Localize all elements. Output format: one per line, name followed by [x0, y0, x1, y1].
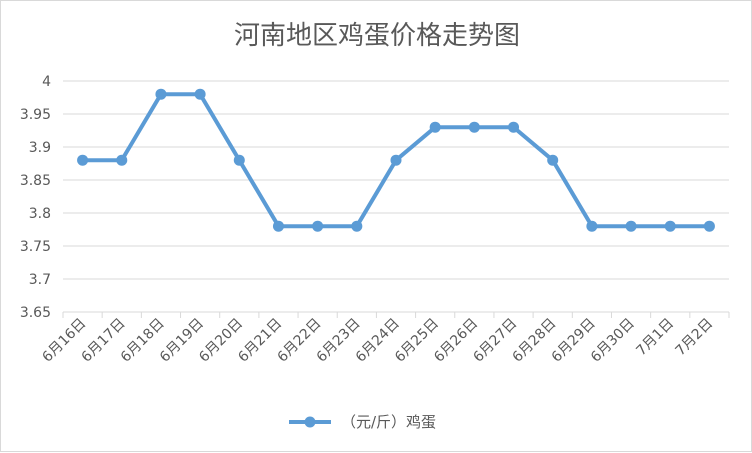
chart-title: 河南地区鸡蛋价格走势图 [234, 21, 520, 51]
legend: （元/斤）鸡蛋 [289, 413, 436, 431]
data-point [233, 154, 245, 166]
data-point [703, 220, 715, 232]
data-point [547, 154, 559, 166]
data-point [664, 220, 676, 232]
legend-marker [304, 416, 316, 428]
x-tick-label: 7月2日 [673, 316, 717, 360]
data-point [468, 121, 480, 133]
x-tick-label: 6月30日 [588, 316, 638, 366]
y-tick-label: 3.85 [20, 173, 51, 189]
data-point [429, 121, 441, 133]
data-point [312, 220, 324, 232]
legend-label: （元/斤）鸡蛋 [341, 413, 436, 431]
y-tick-label: 3.75 [20, 239, 51, 255]
y-tick-label: 4 [42, 74, 51, 90]
data-point [116, 154, 128, 166]
data-point [586, 220, 598, 232]
data-point [351, 220, 363, 232]
data-point [390, 154, 402, 166]
x-axis-ticks: 6月16日6月17日6月18日6月19日6月20日6月21日6月22日6月23日… [39, 312, 730, 366]
series-layer [77, 88, 715, 232]
gridlines [63, 80, 729, 313]
y-tick-label: 3.65 [20, 305, 51, 321]
y-tick-label: 3.8 [29, 206, 51, 222]
data-point [625, 220, 637, 232]
data-point [194, 88, 206, 100]
y-axis-ticks: 3.65 3.7 3.75 3.8 3.85 3.9 3.95 4 [20, 74, 51, 321]
y-tick-label: 3.7 [29, 272, 51, 288]
data-point [508, 121, 520, 133]
y-tick-label: 3.9 [29, 140, 51, 156]
x-tick-label: 7月1日 [633, 316, 677, 360]
y-tick-label: 3.95 [20, 107, 51, 123]
data-point [155, 88, 167, 100]
data-point [77, 154, 89, 166]
data-point [272, 220, 284, 232]
